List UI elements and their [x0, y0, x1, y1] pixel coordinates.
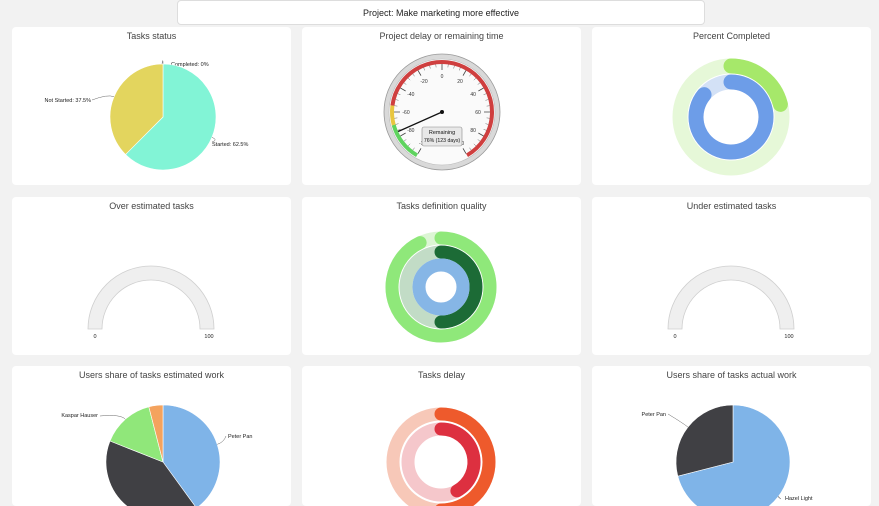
gauge-tooltip-title: Remaining [429, 130, 455, 136]
project-title: Project: Make marketing more effective [363, 8, 519, 18]
ring-value-arc [441, 429, 474, 491]
gauge-max-label: 100 [204, 334, 213, 340]
gauge-tick-label: 0 [441, 74, 444, 80]
gauge-needle-hub [440, 110, 444, 114]
tasks-status-chart: Completed: 0%Started: 62.5%Not Started: … [12, 27, 291, 185]
pie-label: Peter Pan [642, 412, 666, 418]
pie-label: Not Started: 37.5% [45, 98, 92, 104]
gauge-tick-label: -40 [407, 92, 414, 98]
gauge-min-label: 0 [673, 334, 676, 340]
pie-connector [100, 415, 125, 419]
pie-connector [92, 96, 114, 100]
card-tasks-status: Tasks status Completed: 0%Started: 62.5%… [12, 27, 291, 185]
under-estimated-gauge: 0 100 [592, 197, 871, 355]
gauge-max-label: 100 [784, 334, 793, 340]
gauge-color-band [392, 105, 394, 124]
card-definition-quality: Tasks definition quality [302, 197, 581, 355]
pie-label: Peter Pan [228, 434, 252, 440]
gauge-band [88, 266, 214, 329]
gauge-min-label: 0 [93, 334, 96, 340]
percent-completed-chart [592, 27, 871, 185]
users-actual-chart: Hazel Light Peter Pan [592, 366, 871, 506]
card-percent-completed: Percent Completed [592, 27, 871, 185]
pie-connector [217, 436, 226, 444]
tasks-delay-chart [302, 366, 581, 506]
gauge-tooltip-value: 76% (123 days) [424, 138, 461, 144]
gauge-tick-label: 60 [475, 110, 481, 116]
pie-connector [668, 414, 688, 427]
gauge-tick-label: 20 [457, 79, 463, 85]
ring-value-arc [696, 82, 766, 152]
ring-value-arc [419, 265, 463, 309]
pie-label: Started: 62.5% [212, 142, 248, 148]
gauge-tick-label: 80 [470, 128, 476, 134]
gauge-tick-label: -60 [402, 110, 409, 116]
card-project-delay: Project delay or remaining time -100-80-… [302, 27, 581, 185]
card-users-estimated: Users share of tasks estimated work Pete… [12, 366, 291, 506]
over-estimated-gauge: 0 100 [12, 197, 291, 355]
project-title-bar: Project: Make marketing more effective [177, 0, 705, 25]
pie-label: Kaspar Hauser [61, 413, 98, 419]
card-users-actual: Users share of tasks actual work Hazel L… [592, 366, 871, 506]
gauge-band [668, 266, 794, 329]
users-estimated-chart: Peter Pan Kaspar Hauser [12, 366, 291, 506]
gauge-tick-label: -80 [407, 128, 414, 134]
gauge-tick-label: -20 [420, 79, 427, 85]
card-tasks-delay: Tasks delay [302, 366, 581, 506]
pie-connector [162, 61, 163, 65]
pie-connector [778, 496, 781, 499]
project-delay-gauge: -100-80-60-40-20020406080100Remaining76%… [302, 27, 581, 185]
definition-quality-chart [302, 197, 581, 355]
pie-label: Hazel Light [785, 496, 813, 502]
gauge-tick-label: 40 [470, 92, 476, 98]
